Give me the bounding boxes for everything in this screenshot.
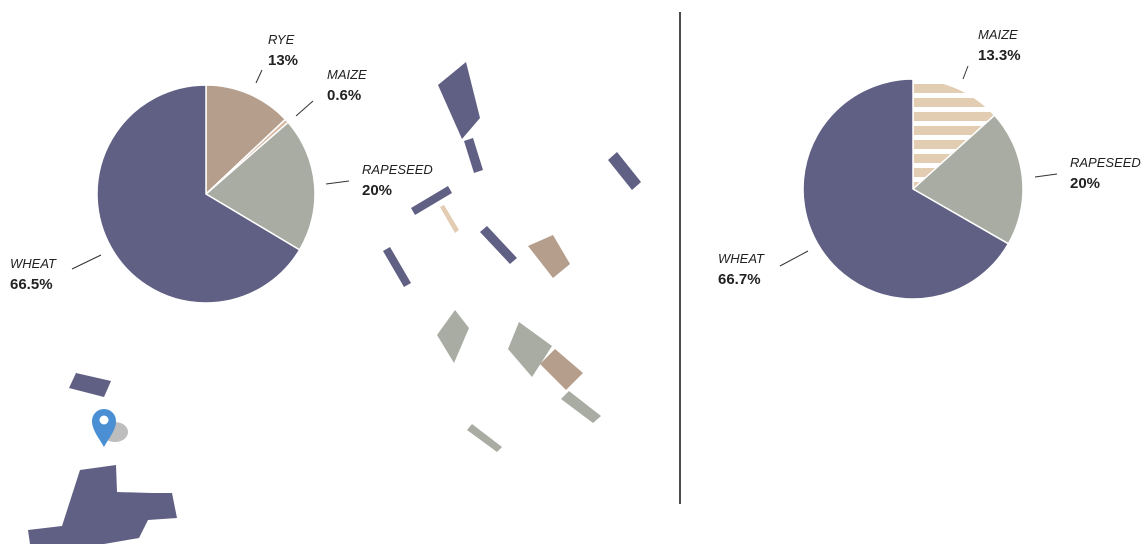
parcel-wheat [480,226,517,264]
parcel-rapeseed [561,391,601,423]
slice-value-wheat: 66.5% [10,276,53,293]
map-pin-dot [99,415,109,425]
leader-line [255,69,263,84]
pie-slice-wheat [96,84,301,304]
labels-left: RYE 13% MAIZE 0.6% RAPESEED 20% WHEAT 66… [10,32,433,293]
parcel-wheat [411,186,452,215]
map-pin-icon[interactable] [92,409,128,447]
slice-value-rye: 13% [268,52,298,69]
parcel-rapeseed [508,322,552,377]
pie-slice-rapeseed [204,121,316,251]
parcel-wheat [464,138,483,173]
slice-label-rapeseed: RAPESEED [1070,155,1141,170]
pie-slice-rapeseed [911,114,1024,245]
parcel-rapeseed [437,310,469,363]
slice-label-rye: RYE [268,32,295,47]
leader-line [295,100,314,117]
parcel-rye [540,349,583,390]
field-parcels [28,62,641,544]
slice-value-maize: 13.3% [978,47,1021,64]
map-pin-body [92,409,116,447]
pie-slice-maize [912,78,996,191]
pie-chart-right [802,78,1024,300]
parcel-wheat [69,373,111,397]
parcel-rapeseed [467,424,502,452]
leader-line [71,254,102,270]
parcel-wheat [383,247,411,287]
pie-slice-rye [205,84,287,196]
parcel-wheat [28,465,177,544]
pie-slice-wheat [802,78,1010,300]
slice-label-maize: MAIZE [327,67,367,82]
parcel-maize [440,205,459,233]
slice-label-wheat: WHEAT [10,256,57,271]
slice-value-rapeseed: 20% [362,182,392,199]
pie-chart-left [96,84,316,304]
slice-label-maize: MAIZE [978,27,1018,42]
labels-right: MAIZE 13.3% RAPESEED 20% WHEAT 66.7% [718,27,1141,288]
parcel-rye [528,235,570,278]
slice-label-wheat: WHEAT [718,251,765,266]
parcel-wheat [608,152,641,190]
leader-line [962,65,969,80]
leader-line [325,180,350,185]
slice-value-wheat: 66.7% [718,271,761,288]
leader-line [779,250,809,267]
leader-line [1034,173,1058,178]
parcel-wheat [438,62,480,139]
slice-value-maize: 0.6% [327,87,361,104]
slice-label-rapeseed: RAPESEED [362,162,433,177]
slice-value-rapeseed: 20% [1070,175,1100,192]
